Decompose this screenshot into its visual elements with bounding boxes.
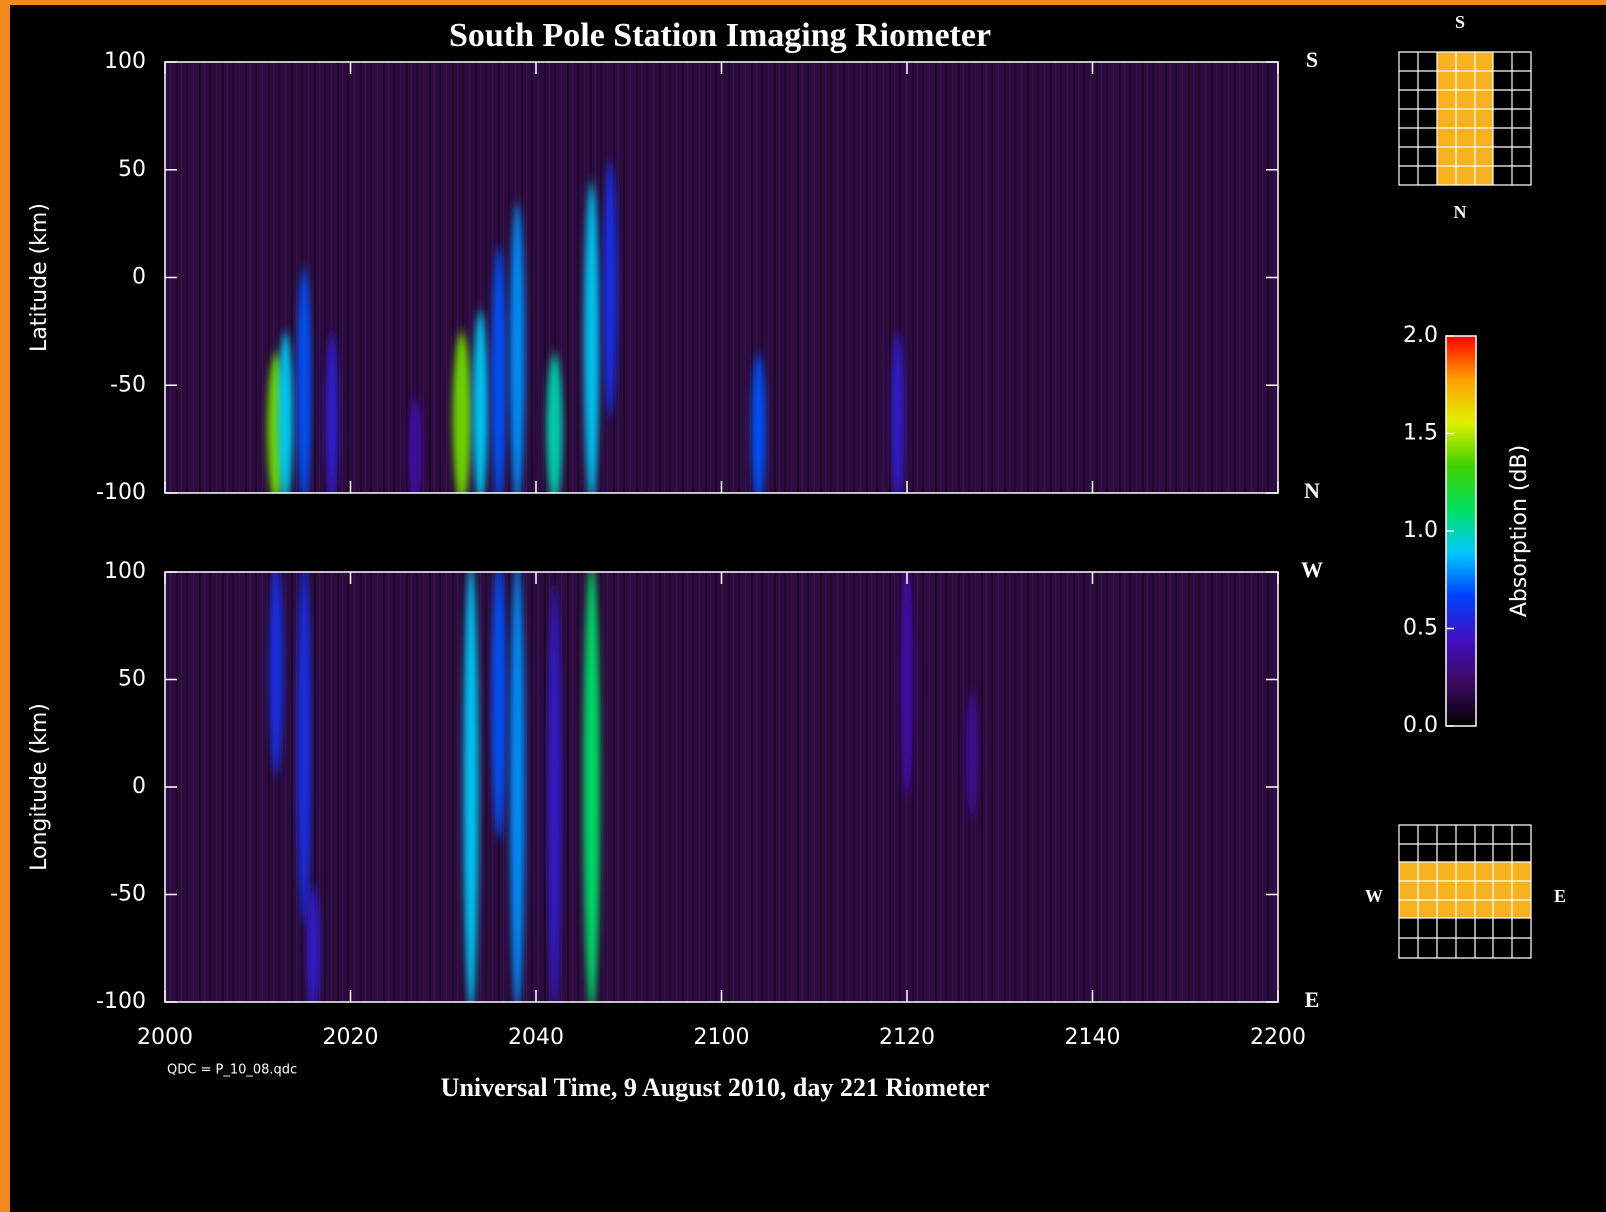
frame-top [0,0,1606,5]
x-tick-label: 2020 [323,1025,379,1050]
absorption-streak [492,562,506,840]
absorption-streak [297,268,311,504]
x-tick-label: 2040 [508,1025,564,1050]
y-axis-title: Latitude (km) [27,203,52,352]
x-tick-label: 2120 [879,1025,935,1050]
note: QDC = P_10_08.qdc [167,1063,297,1078]
absorption-streak [603,160,617,417]
latitude-map: S N [1399,12,1531,222]
x-tick-label: 2100 [694,1025,750,1050]
x-axis-title: Universal Time, 9 August 2010, day 221 R… [441,1073,990,1102]
edge-label: E [1305,987,1320,1012]
map-highlight [1399,862,1531,918]
y-axis-title: Longitude (km) [27,703,52,871]
colorbar-tick-label: 1.0 [1403,518,1438,543]
y-tick-label: -50 [110,372,146,397]
absorption-streak [473,311,488,503]
colorbar-tick-label: 1.5 [1403,421,1438,446]
plot-texture [165,572,1278,1002]
y-tick-label: 100 [104,559,146,584]
y-tick-label: 0 [132,265,146,290]
absorption-streak [548,584,561,1013]
map-label: N [1454,202,1467,222]
chart: South Pole Station Imaging Riometer Univ… [0,0,1606,1212]
longitude-map: W E [1365,825,1566,958]
absorption-streak [752,354,766,503]
absorption-streak [583,562,600,1012]
chart-title: South Pole Station Imaging Riometer [449,17,991,54]
absorption-streak [492,246,506,503]
absorption-streak [966,691,978,819]
x-tick-label: 2200 [1250,1025,1306,1050]
absorption-streak [270,562,284,776]
frame-left [0,0,10,1212]
x-tick-label: 2000 [137,1025,193,1050]
absorption-streak [325,332,338,503]
colorbar-tick-label: 0.0 [1403,713,1438,738]
edge-label: W [1301,557,1323,582]
page: South Pole Station Imaging Riometer Univ… [0,0,1606,1212]
y-tick-label: 50 [118,667,146,692]
absorption-streak [307,885,320,1013]
y-tick-label: -100 [96,989,146,1014]
map-label: W [1365,886,1383,906]
x-tick-label: 2140 [1065,1025,1121,1050]
absorption-streak [510,203,525,503]
absorption-streak [510,562,525,1012]
colorbar-tick-label: 2.0 [1403,323,1438,348]
absorption-streak [453,332,471,503]
map-label: S [1455,12,1465,32]
absorption-streak [584,181,599,503]
absorption-streak [409,397,421,503]
y-tick-label: -50 [110,882,146,907]
map-highlight [1437,52,1493,185]
y-tick-label: 0 [132,774,146,799]
edge-label: N [1304,478,1320,503]
absorption-streak [297,562,311,926]
colorbar-title: Absorption (dB) [1507,445,1532,617]
y-tick-label: 100 [104,49,146,74]
colorbar-tick-label: 0.5 [1403,616,1438,641]
edge-label: S [1306,47,1318,72]
absorption-streak [278,332,293,503]
map-label: E [1554,886,1566,906]
y-tick-label: 50 [118,157,146,182]
absorption-streak [463,562,478,1012]
absorption-streak [901,562,913,797]
absorption-streak [547,354,563,503]
absorption-streak [891,332,904,503]
y-tick-label: -100 [96,480,146,505]
